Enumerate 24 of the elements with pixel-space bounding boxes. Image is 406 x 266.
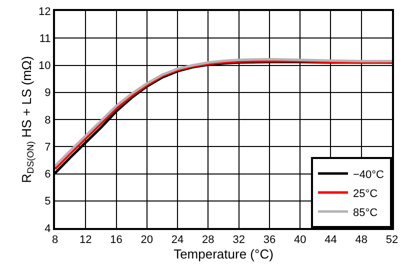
legend-label: −40°C [353, 168, 384, 181]
y-tick-label: 6 [44, 168, 51, 181]
x-tick-label: 28 [202, 234, 214, 246]
legend-label: 85°C [353, 206, 378, 219]
y-tick-label: 9 [44, 87, 51, 100]
x-axis-title: Temperature (°C) [174, 246, 274, 262]
x-tick-label: 24 [171, 234, 184, 246]
x-tick-label: 20 [140, 234, 154, 246]
y-tick-label: 10 [38, 60, 51, 72]
y-tick-label: 4 [44, 222, 51, 235]
x-tick-label: 12 [80, 234, 92, 246]
x-tick-label: 32 [232, 234, 245, 246]
x-tick-label: 16 [110, 234, 122, 246]
legend-label: 25°C [353, 188, 378, 200]
x-tick-label: 52 [386, 234, 398, 246]
x-tick-label: 36 [263, 234, 276, 246]
x-tick-label: 48 [355, 234, 368, 246]
x-tick-label: 40 [294, 234, 306, 246]
y-tick-label: 5 [44, 196, 51, 208]
y-tick-label: 12 [38, 6, 51, 18]
y-tick-label: 7 [44, 141, 51, 154]
y-tick-label: 11 [39, 32, 51, 45]
y-tick-label: 8 [44, 114, 51, 126]
x-tick-label: 44 [324, 234, 337, 246]
